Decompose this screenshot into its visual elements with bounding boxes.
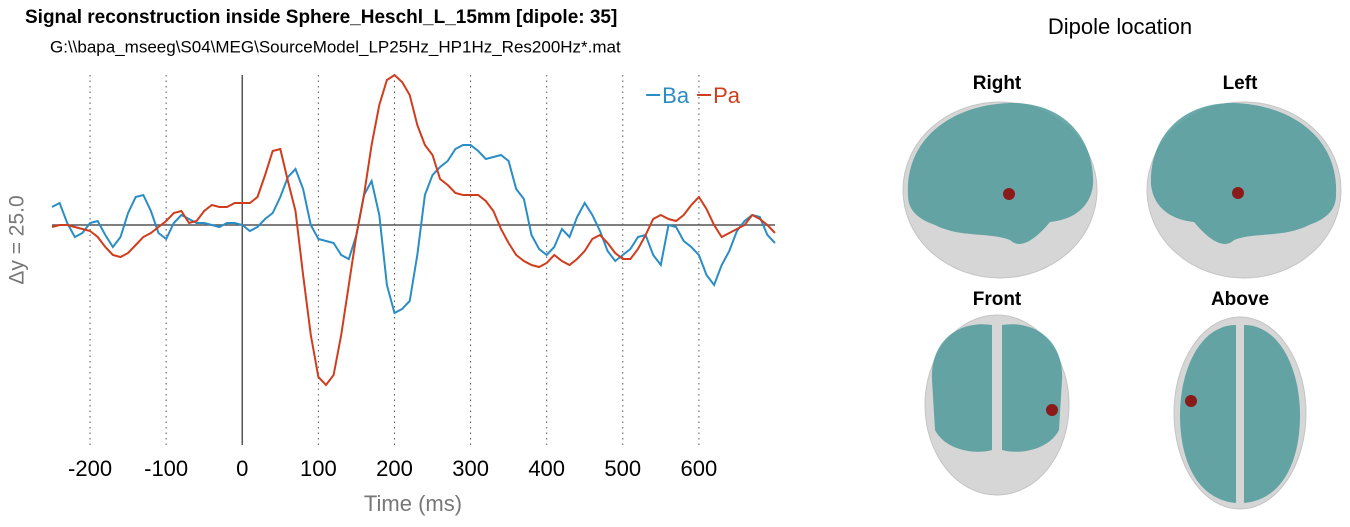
view-label: Above [1211,289,1269,310]
x-tick-label: 600 [681,456,718,481]
brain-right [902,101,1098,279]
y-axis-label: Δy = 25.0 [6,195,29,284]
x-tick-label: 400 [528,456,565,481]
x-tick-label: 300 [452,456,489,481]
legend-label: Ba [662,83,690,108]
series-line [51,73,776,387]
x-tick-label: 100 [300,456,337,481]
panel-title: Dipole location [1048,14,1192,39]
x-axis-label: Time (ms) [364,491,462,516]
chart-subtitle: G:\\bapa_mseeg\S04\MEG\SourceModel_LP25H… [50,37,621,56]
brain-above [1173,316,1307,510]
brain-front [924,314,1070,496]
x-tick-label: -200 [68,456,112,481]
view-label: Left [1223,73,1259,94]
x-tick-label: 200 [376,456,413,481]
x-tick-label: 500 [604,456,641,481]
brain-left [1146,101,1342,279]
legend-label: Pa [713,83,741,108]
x-tick-label: 0 [236,456,248,481]
x-tick-label: -100 [144,456,188,481]
view-label: Right [973,73,1022,94]
chart-title: Signal reconstruction inside Sphere_Hesc… [25,7,617,28]
view-label: Front [973,289,1022,310]
series-line [51,144,776,315]
